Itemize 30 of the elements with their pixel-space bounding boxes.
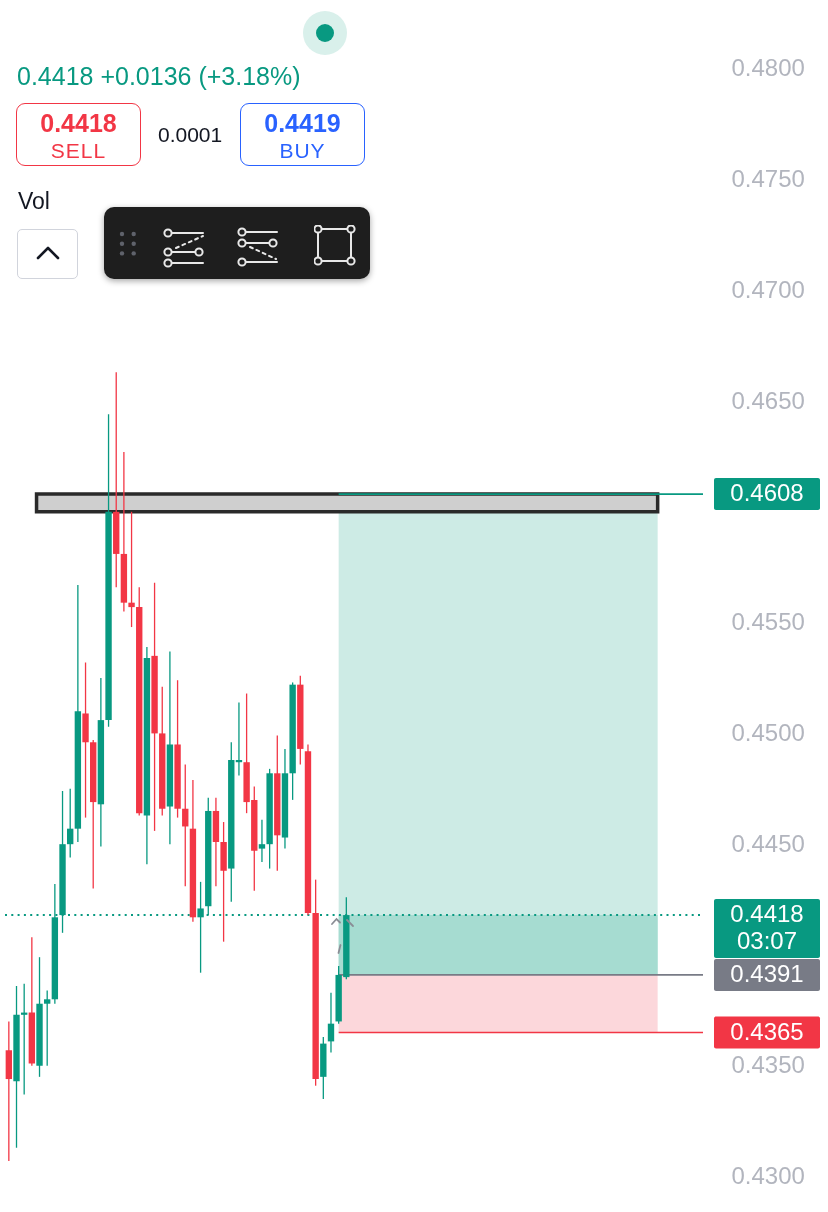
text: 03:07 xyxy=(736,927,798,955)
annotation: SELL xyxy=(49,138,108,164)
y-tick-label: 0.4450 xyxy=(731,829,805,857)
y-tick-label: 0.4700 xyxy=(731,275,805,303)
annotation: 0.4419 xyxy=(263,109,342,137)
y-tick-label: 0.4800 xyxy=(731,54,805,82)
ref-line-label: 0.4365 xyxy=(730,1017,804,1045)
text: 0.4418 +0.0136 (+3.18%) xyxy=(17,61,301,91)
annotation: BUY xyxy=(278,138,327,164)
y-tick-label: 0.4550 xyxy=(731,608,805,636)
annotation: 0.4418 xyxy=(39,109,118,137)
buy-button: 0.4419 BUY xyxy=(240,103,365,166)
y-tick-label: 0.4350 xyxy=(731,1051,805,1079)
candlestick xyxy=(197,881,204,974)
y-tick-label: 0.4500 xyxy=(731,718,805,746)
y-tick-label: 0.4300 xyxy=(731,1162,805,1190)
candlestick xyxy=(258,819,266,863)
y-tick-label: 0.4750 xyxy=(731,164,805,192)
candlestick xyxy=(327,991,335,1054)
annotation: 0.0001 xyxy=(158,122,223,148)
candlestick xyxy=(44,989,51,1067)
candlestick xyxy=(182,763,189,887)
candlestick xyxy=(128,511,135,628)
sell-button: 0.4418 SELL xyxy=(16,103,141,166)
ref-line-label: 0.4391 xyxy=(730,959,804,987)
annotation: Vol xyxy=(18,187,50,215)
candlestick xyxy=(67,788,74,859)
y-tick-label: 0.4650 xyxy=(731,386,805,414)
ref-line-label: 0.4418 xyxy=(730,900,804,928)
ref-line-label: 0.4608 xyxy=(730,479,804,507)
